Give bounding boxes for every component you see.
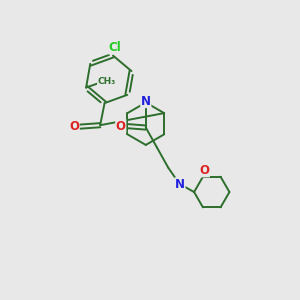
Text: N: N [141,94,151,107]
Text: N: N [175,178,185,191]
Text: Cl: Cl [108,41,121,54]
Text: O: O [69,120,79,133]
Text: O: O [116,120,126,133]
Text: CH₃: CH₃ [98,77,116,86]
Text: O: O [200,164,209,177]
